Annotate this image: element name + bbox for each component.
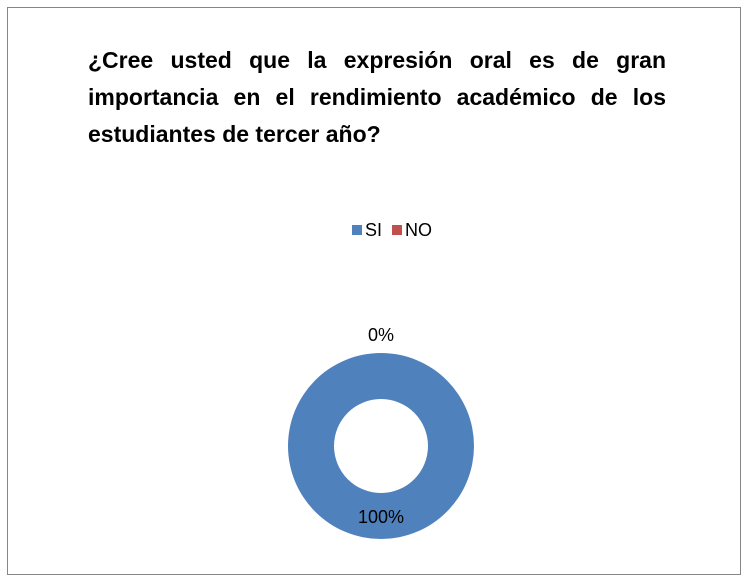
data-label: 100% — [358, 507, 404, 527]
legend-swatch — [352, 225, 362, 235]
data-label: 0% — [368, 325, 394, 345]
legend-label: SI — [365, 220, 382, 240]
chart-frame — [7, 7, 741, 575]
donut-slice — [288, 353, 474, 539]
legend-swatch — [392, 225, 403, 235]
chart-title: ¿Cree usted que la expresión oral es de … — [88, 47, 666, 147]
legend-label: NO — [405, 220, 432, 240]
